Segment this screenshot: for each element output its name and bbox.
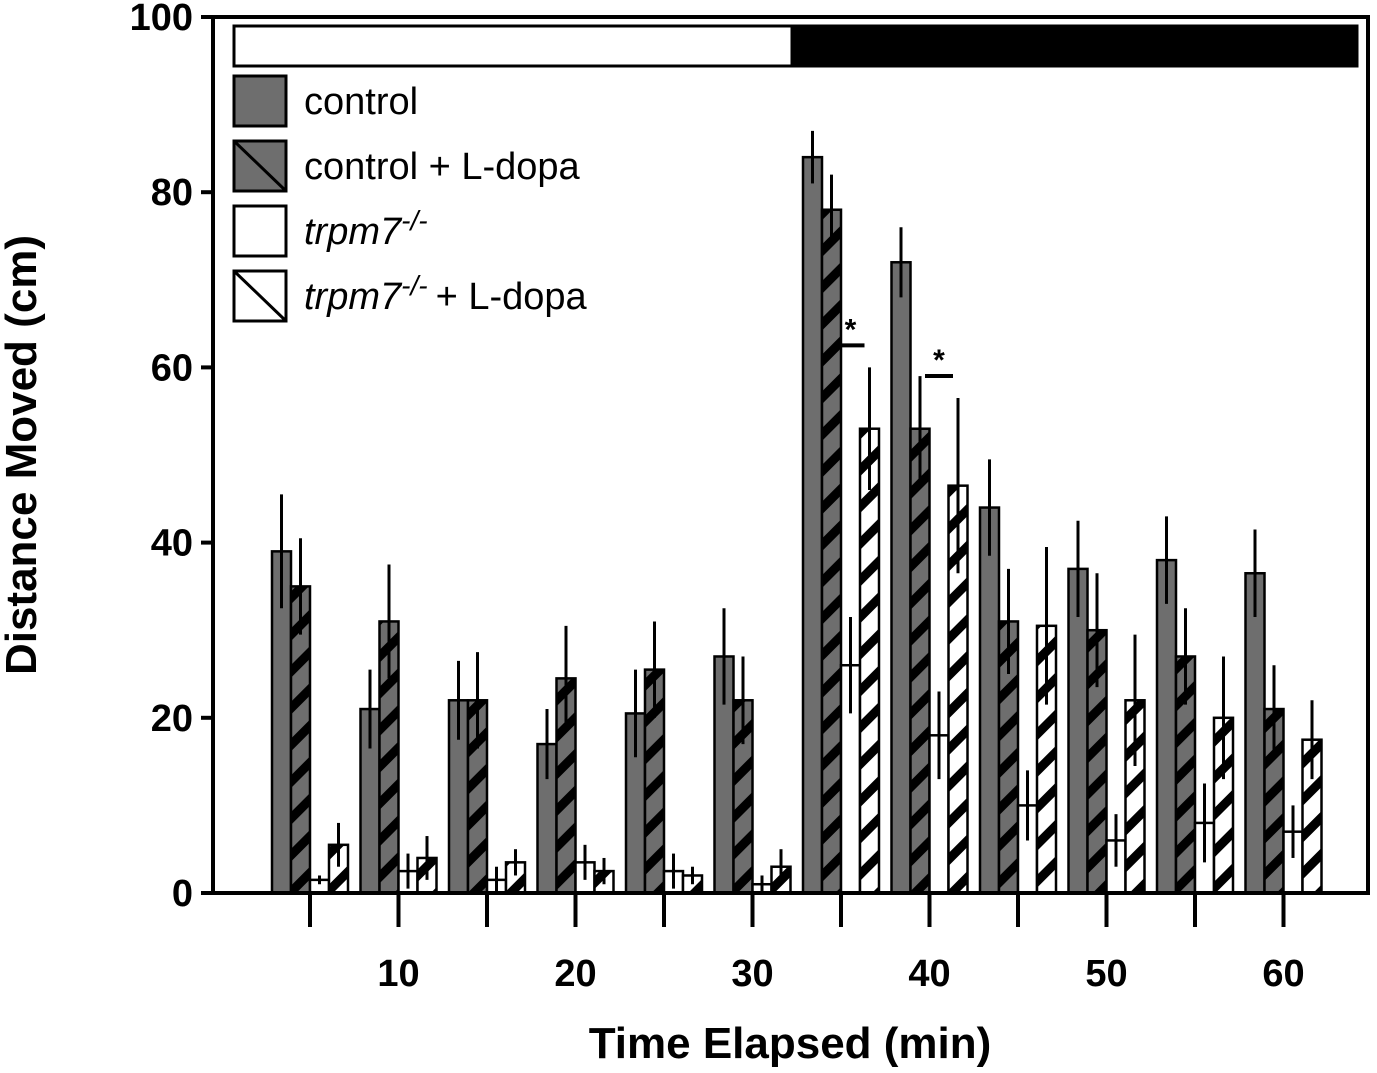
legend-label-control_ldopa: control + L-dopa (304, 146, 581, 188)
legend-swatch-trpm7 (232, 204, 288, 258)
legend-item-trpm7: trpm7-/- (232, 204, 428, 258)
error-bars (280, 130, 1314, 893)
legend-item-control: control (232, 74, 418, 128)
legend-hatch-trpm7_ldopa (232, 269, 288, 323)
y-tick-label-100: 100 (130, 0, 193, 39)
bars (270, 155, 1323, 895)
legend-swatch-control (232, 74, 288, 128)
legend-hatch-control_ldopa (232, 139, 288, 193)
y-axis: 0 20 40 60 80 100 (130, 0, 213, 915)
bar-control-35 (801, 155, 824, 895)
x-tick-label-40: 40 (908, 953, 950, 995)
x-tick-label-50: 50 (1085, 953, 1127, 995)
legend-label-sup-trpm7: -/- (401, 205, 427, 236)
y-tick-label-80: 80 (151, 172, 193, 214)
significance-star-35: * (845, 313, 857, 346)
bar-control_ldopa-35 (820, 208, 843, 895)
bar-trpm7_ldopa-35 (858, 427, 881, 895)
bar-control-45 (978, 506, 1001, 895)
y-tick-label-60: 60 (151, 347, 193, 389)
x-tick-label-60: 60 (1262, 953, 1304, 995)
significance-annotations: ** (836, 313, 953, 379)
bar-control-55 (1155, 558, 1178, 895)
x-tick-label-30: 30 (731, 953, 773, 995)
legend-item-trpm7_ldopa: trpm7-/- + L-dopa (232, 269, 588, 323)
legend-item-control_ldopa: control + L-dopa (232, 139, 581, 193)
bar-control_ldopa-40 (909, 427, 931, 895)
legend-label-sup-trpm7_ldopa: -/- (401, 270, 427, 301)
x-tick-label-10: 10 (377, 953, 419, 995)
light-dark-indicator (232, 24, 1359, 68)
y-axis-title: Distance Moved (cm) (0, 235, 46, 675)
y-tick-label-20: 20 (151, 698, 193, 740)
legend-label-trpm7: trpm7-/- (304, 205, 428, 253)
significance-star-40: * (933, 344, 945, 377)
legend-label-main-trpm7_ldopa: trpm7 (304, 276, 403, 318)
dark-period-bar (790, 24, 1359, 68)
legend-label-trpm7_ldopa: trpm7-/- + L-dopa (304, 270, 588, 318)
x-axis-title: Time Elapsed (min) (589, 1019, 992, 1068)
legend-label-rest-trpm7_ldopa: + L-dopa (436, 276, 588, 318)
bar-control-40 (890, 261, 912, 895)
bar-control-60 (1244, 572, 1266, 895)
plot-frame (211, 15, 1370, 895)
light-period-bar (232, 24, 794, 68)
legend-label-control: control (304, 81, 418, 123)
x-axis: 10 20 30 40 50 60 (308, 893, 1305, 995)
y-tick-label-0: 0 (172, 873, 193, 915)
legend-label-main-trpm7: trpm7 (304, 211, 403, 253)
x-tick-label-20: 20 (554, 953, 596, 995)
y-tick-label-40: 40 (151, 523, 193, 565)
bar-control-50 (1067, 567, 1089, 895)
